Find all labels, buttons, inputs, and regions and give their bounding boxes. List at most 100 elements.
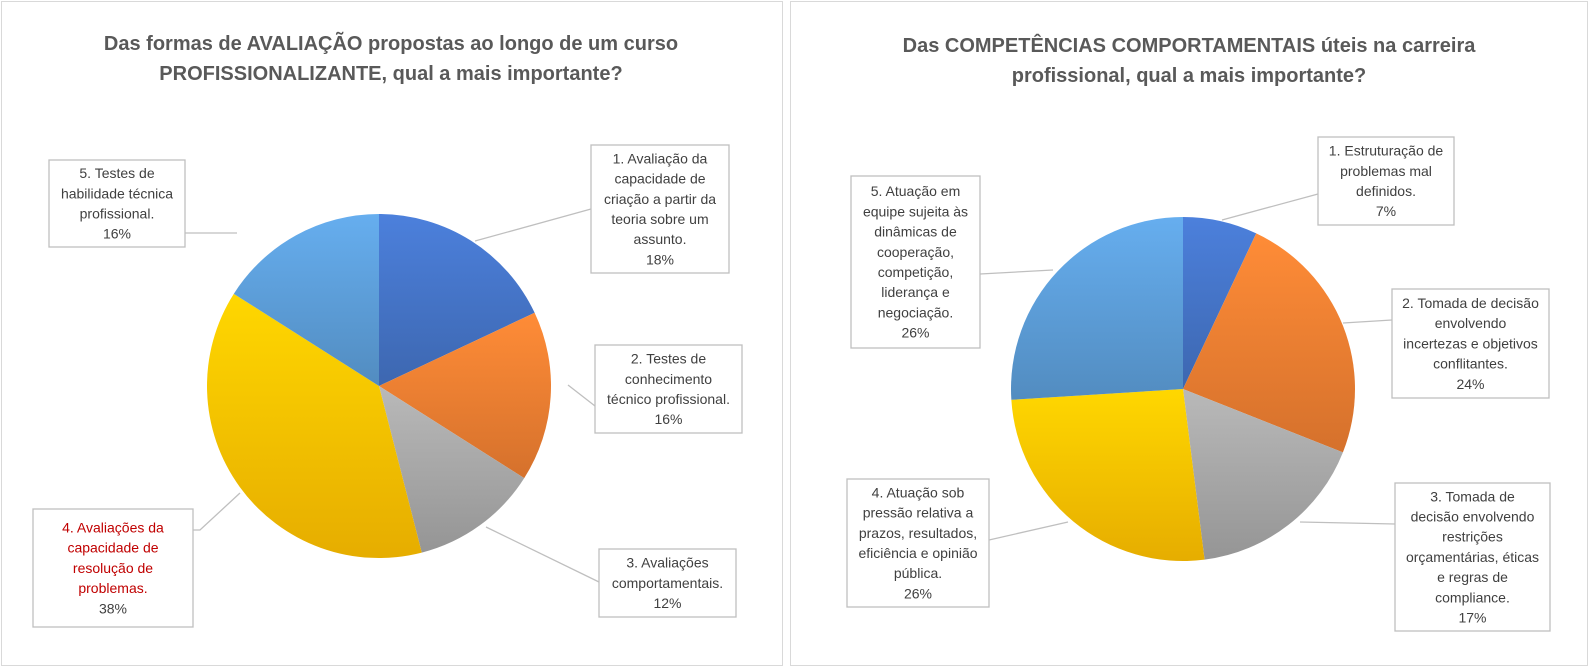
data-label-line: competição,: [878, 264, 953, 280]
data-label-percent: 16%: [103, 226, 131, 242]
leader-line-3: [1299, 521, 1396, 525]
pie-chart-2: Das COMPETÊNCIAS COMPORTAMENTAIS úteis n…: [846, 33, 1551, 632]
data-label-line: pressão relativa a: [863, 505, 974, 521]
data-label-line: decisão envolvendo: [1411, 509, 1535, 525]
data-label-line: orçamentárias, éticas: [1406, 549, 1539, 565]
data-label-line: 5. Testes de: [79, 165, 154, 181]
data-label-line: conhecimento: [625, 371, 712, 387]
data-label-line: definidos.: [1356, 183, 1416, 199]
pie-slice-3: [1183, 389, 1343, 560]
leader-line-2: [567, 384, 596, 407]
data-label-line: e regras de: [1437, 569, 1508, 585]
data-label-percent: 24%: [1456, 376, 1484, 392]
data-label-line: dinâmicas de: [874, 224, 957, 240]
pie-slice-3: [379, 386, 525, 553]
data-label-line: envolvendo: [1435, 315, 1507, 331]
data-label-line: 5. Atuação em: [871, 183, 961, 199]
data-label-percent: 38%: [99, 600, 127, 616]
leader-line-1: [1221, 193, 1319, 221]
data-label-line: resolução de: [73, 560, 153, 576]
data-label-line: negociação.: [878, 304, 954, 320]
leader-line-3: [485, 526, 600, 583]
data-label-4-atuacao-sob-pressao-relativa-a-prazos-: 4. Atuação sob pressão relativa a prazos, …: [858, 484, 977, 601]
data-label-line: capacidade de: [67, 540, 158, 556]
pie-chart-1: Das formas de AVALIAÇÃO propostas ao lon…: [32, 32, 743, 628]
data-label-line: problemas mal: [1340, 163, 1432, 179]
data-label-line: problemas.: [78, 580, 147, 596]
data-label-box-1: [1317, 136, 1455, 226]
pie-slice-5: [233, 214, 379, 386]
data-label-box-3: [1394, 482, 1551, 632]
data-label-3-tomada-de-decisao-envolvendo-restricoe: 3. Tomada de decisão envolvendo restrições…: [1406, 488, 1539, 625]
chart-title-line: Das COMPETÊNCIAS COMPORTAMENTAIS úteis n…: [903, 33, 1477, 57]
data-label-box-1: [590, 144, 730, 274]
chart-title-1: Das formas de AVALIAÇÃO propostas ao lon…: [104, 32, 678, 85]
chart-title-line: profissional, qual a mais importante?: [1012, 65, 1367, 87]
data-label-line: prazos, resultados,: [859, 525, 977, 541]
leader-line-1: [474, 208, 592, 242]
data-label-line: capacidade de: [614, 171, 705, 187]
data-label-5-atuacao-em-equipe-sujeita-as-dinamicas: 5. Atuação em equipe sujeita às dinâmicas …: [863, 183, 968, 340]
pie-slice-5: [1011, 217, 1183, 400]
data-label-percent: 17%: [1458, 610, 1486, 626]
data-label-line: criação a partir da: [604, 191, 716, 207]
data-label-line: pública.: [894, 565, 942, 581]
chart-title-line: PROFISSIONALIZANTE, qual a mais importan…: [159, 63, 622, 85]
data-label-box-2: [594, 344, 743, 434]
data-label-2-tomada-de-decisao-envolvendo-incerteza: 2. Tomada de decisão envolvendo incertezas…: [1402, 295, 1539, 392]
data-label-line: 4. Atuação sob: [872, 484, 965, 500]
data-label-line: liderança e: [881, 284, 950, 300]
data-label-box-5: [48, 159, 186, 248]
data-label-box-5: [850, 175, 981, 349]
pie-slice-1: [379, 214, 535, 386]
data-label-box-4: [32, 508, 194, 628]
data-label-line: assunto.: [634, 231, 687, 247]
leader-line-2: [1342, 319, 1393, 324]
pie-slice-2: [1183, 233, 1355, 453]
data-label-line: cooperação,: [877, 244, 954, 260]
data-label-line: equipe sujeita às: [863, 203, 968, 219]
leader-line-5: [979, 269, 1054, 275]
pie-slice-4: [207, 293, 422, 559]
data-label-box-3: [598, 548, 737, 618]
data-label-line: compliance.: [1435, 589, 1510, 605]
data-label-2-testes-de-conhecimento-tecnico-profiss: 2. Testes de conhecimento técnico profissi…: [607, 351, 730, 428]
data-label-1-avaliacao-da-capacidade-de-criacao-a-p: 1. Avaliação da capacidade de criação a pa…: [604, 150, 716, 267]
data-label-percent: 26%: [904, 585, 932, 601]
pie-slice-1: [1183, 217, 1257, 389]
data-label-line: restrições: [1442, 529, 1503, 545]
data-label-percent: 12%: [653, 595, 681, 611]
data-label-percent: 16%: [654, 411, 682, 427]
data-label-line: profissional.: [80, 206, 155, 222]
data-label-line: 3. Tomada de: [1430, 488, 1515, 504]
data-label-3-avaliacoes-comportamentais: 3. Avaliações comportamentais. 12%: [612, 555, 723, 611]
chart-title-line: Das formas de AVALIAÇÃO propostas ao lon…: [104, 32, 678, 55]
data-label-1-estruturacao-de-problemas-mal-definido: 1. Estruturação de problemas mal definidos…: [1329, 143, 1444, 220]
data-label-line: comportamentais.: [612, 575, 723, 591]
data-label-line: 4. Avaliações da: [62, 520, 164, 536]
data-label-percent: 18%: [646, 251, 674, 267]
data-label-line: 3. Avaliações: [626, 555, 708, 571]
data-label-line: conflitantes.: [1433, 356, 1508, 372]
data-label-percent: 26%: [901, 325, 929, 341]
data-label-line: eficiência e opinião: [858, 545, 977, 561]
pie-slice-2: [379, 312, 551, 479]
data-label-line: 2. Testes de: [631, 351, 706, 367]
chart-title-2: Das COMPETÊNCIAS COMPORTAMENTAIS úteis n…: [903, 33, 1477, 87]
data-label-line: incertezas e objetivos: [1403, 335, 1538, 351]
data-label-line: 1. Avaliação da: [613, 150, 708, 166]
data-label-line: teoria sobre um: [611, 211, 708, 227]
leader-line-4: [193, 492, 241, 531]
leader-line-4: [988, 521, 1069, 541]
data-label-4-avaliacoes-da-capacidade-de-resolucao-: 4. Avaliações da capacidade de resolução d…: [62, 520, 164, 617]
data-label-box-4: [846, 478, 990, 608]
data-label-line: 2. Tomada de decisão: [1402, 295, 1539, 311]
data-label-line: 1. Estruturação de: [1329, 143, 1444, 159]
pie-slice-4: [1011, 389, 1205, 561]
data-label-box-2: [1391, 288, 1550, 399]
data-label-line: técnico profissional.: [607, 391, 730, 407]
data-label-5-testes-de-habilidade-tecnica-profissio: 5. Testes de habilidade técnica profission…: [61, 165, 173, 242]
data-label-line: habilidade técnica: [61, 185, 173, 201]
